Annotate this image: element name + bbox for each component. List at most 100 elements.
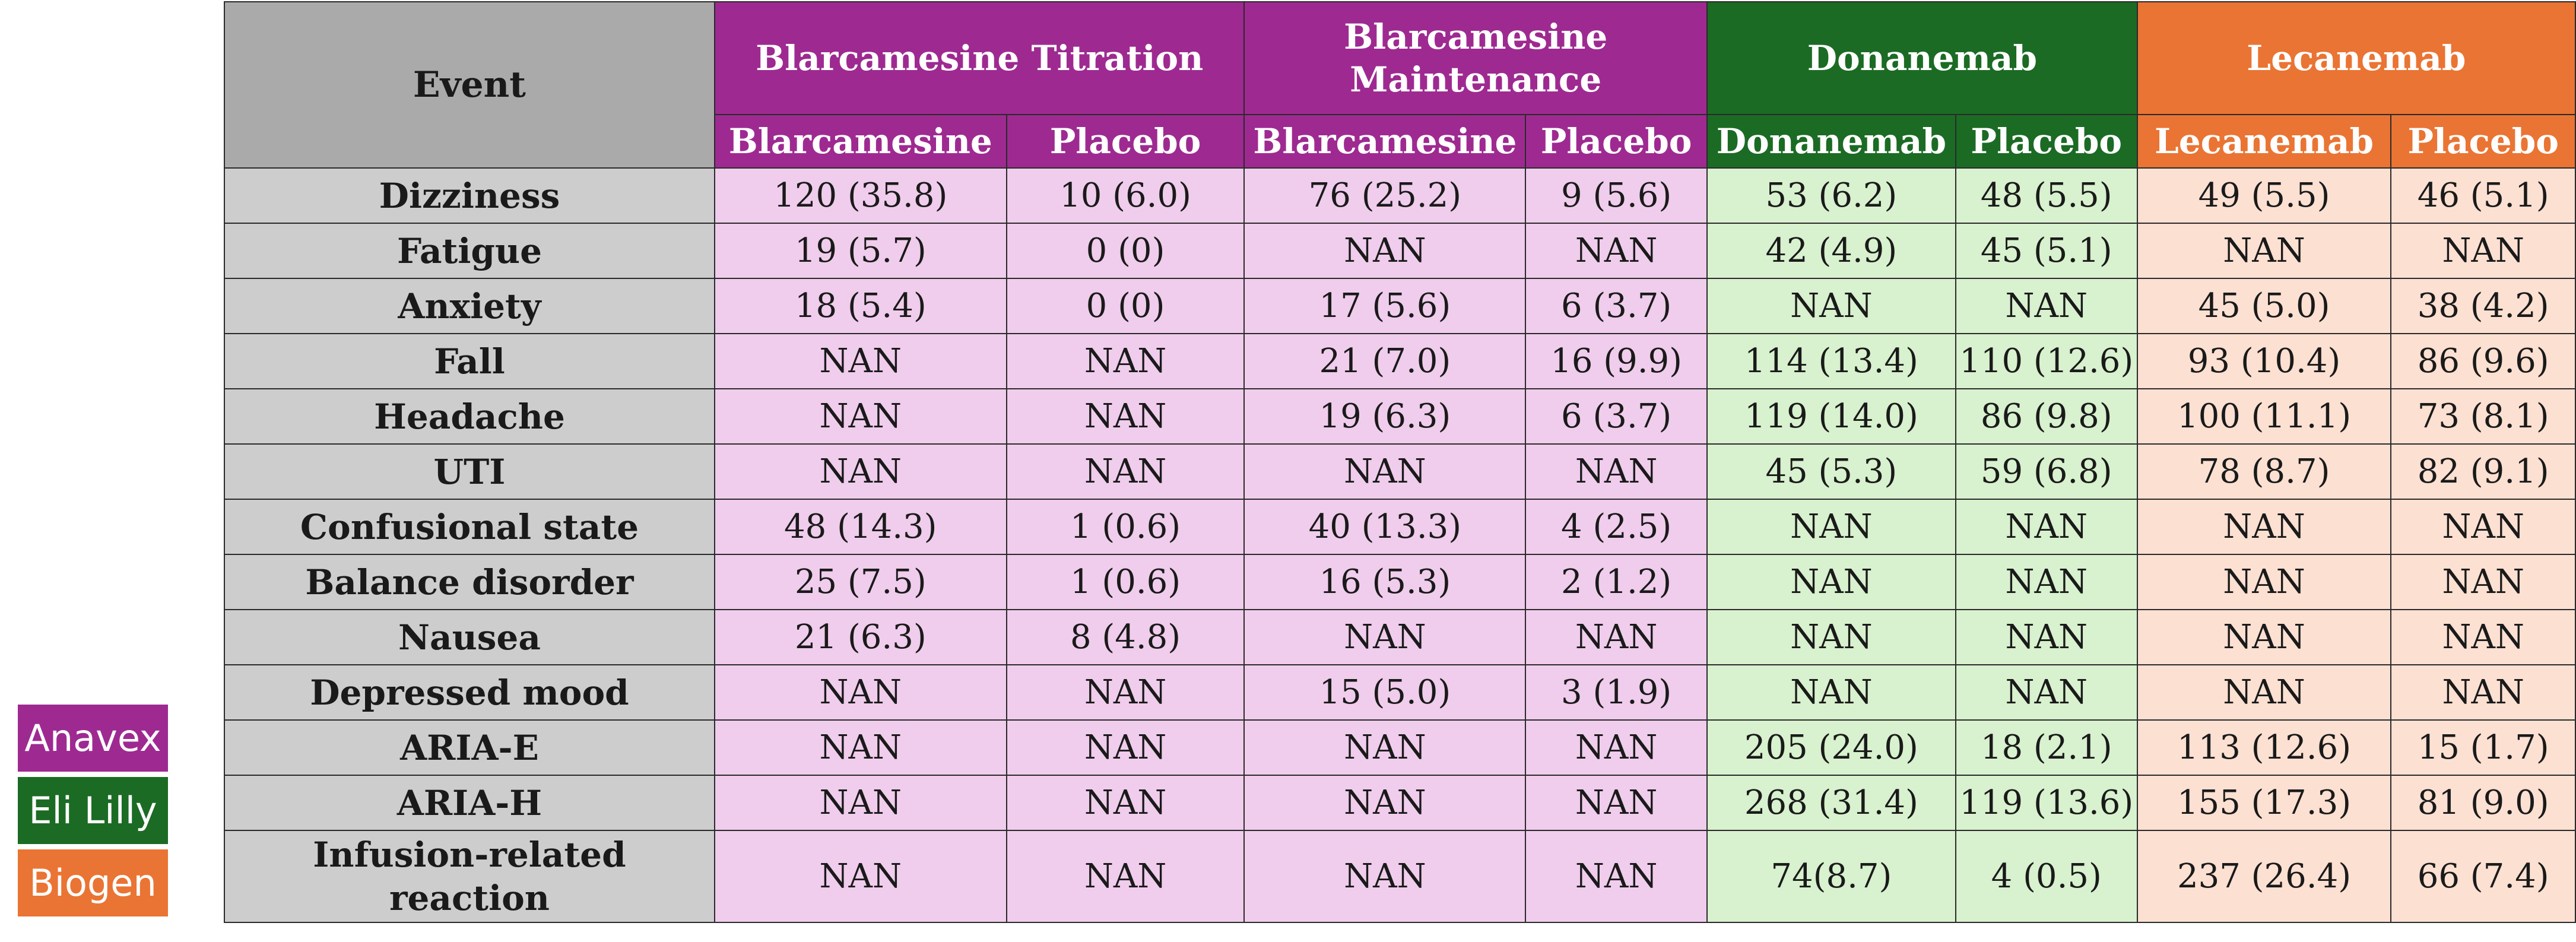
value-cell: NAN (2136, 609, 2392, 665)
table-row: Confusional state 48 (14.3) 1 (0.6) 40 (13.… (224, 499, 2576, 555)
legend-item: Biogen (18, 849, 168, 916)
value-cell: 3 (1.9) (1525, 664, 1708, 721)
value-cell: 42 (4.9) (1706, 223, 1956, 279)
value-cell: 19 (6.3) (1243, 388, 1527, 445)
value-cell: 18 (2.1) (1955, 719, 2138, 776)
value-cell: NAN (2136, 664, 2392, 721)
value-cell: 15 (1.7) (2390, 719, 2576, 776)
value-cell: NAN (713, 333, 1007, 389)
value-cell: NAN (1955, 278, 2138, 334)
event-cell: Fatigue (224, 223, 715, 279)
value-cell: NAN (2390, 664, 2576, 721)
value-cell: NAN (713, 775, 1007, 831)
event-cell: Nausea (224, 609, 715, 665)
value-cell: 38 (4.2) (2390, 278, 2576, 334)
value-cell: NAN (1955, 554, 2138, 610)
value-cell: NAN (1005, 775, 1245, 831)
arm-header-titration-drug: Blarcamesine (713, 114, 1007, 169)
value-cell: NAN (1955, 609, 2138, 665)
arm-header-lecanemab-placebo: Placebo (2390, 114, 2576, 169)
value-cell: 4 (2.5) (1525, 499, 1708, 555)
value-cell: 45 (5.0) (2136, 278, 2392, 334)
value-cell: 74(8.7) (1706, 830, 1956, 923)
value-cell: 4 (0.5) (1955, 830, 2138, 923)
value-cell: NAN (1525, 719, 1708, 776)
value-cell: 49 (5.5) (2136, 167, 2392, 224)
value-cell: 15 (5.0) (1243, 664, 1527, 721)
value-cell: 45 (5.1) (1955, 223, 2138, 279)
value-cell: 205 (24.0) (1706, 719, 1956, 776)
value-cell: NAN (713, 664, 1007, 721)
company-legend: Anavex Eli Lilly Biogen (18, 705, 169, 922)
event-cell: Confusional state (224, 499, 715, 555)
value-cell: 10 (6.0) (1005, 167, 1245, 224)
event-cell: Dizziness (224, 167, 715, 224)
value-cell: 73 (8.1) (2390, 388, 2576, 445)
value-cell: NAN (713, 719, 1007, 776)
value-cell: 113 (12.6) (2136, 719, 2392, 776)
value-cell: NAN (2136, 554, 2392, 610)
event-cell: Fall (224, 333, 715, 389)
value-cell: 120 (35.8) (713, 167, 1007, 224)
value-cell: NAN (2390, 554, 2576, 610)
value-cell: 46 (5.1) (2390, 167, 2576, 224)
table-body: Dizziness 120 (35.8) 10 (6.0) 76 (25.2) 9 (5… (224, 167, 2576, 923)
event-cell: Depressed mood (224, 664, 715, 721)
value-cell: 1 (0.6) (1005, 499, 1245, 555)
value-cell: NAN (713, 388, 1007, 445)
table-row: UTI NAN NAN NAN NAN 45 (5.3) 59 (6.8) 78 (8.7) 8… (224, 443, 2576, 500)
arm-header-row: Blarcamesine Placebo Blarcamesine Placeb… (224, 114, 2576, 169)
event-cell: ARIA-H (224, 775, 715, 831)
value-cell: 155 (17.3) (2136, 775, 2392, 831)
value-cell: NAN (1243, 830, 1527, 923)
value-cell: NAN (1243, 609, 1527, 665)
value-cell: NAN (1005, 719, 1245, 776)
value-cell: 0 (0) (1005, 223, 1245, 279)
value-cell: NAN (1243, 719, 1527, 776)
table-row: Nausea 21 (6.3) 8 (4.8) NAN NAN NAN NAN NAN NAN (224, 609, 2576, 665)
adverse-events-table: Event Blarcamesine Titration Blarcamesin… (224, 1, 2576, 923)
value-cell: 119 (14.0) (1706, 388, 1956, 445)
value-cell: 78 (8.7) (2136, 443, 2392, 500)
event-cell: Headache (224, 388, 715, 445)
value-cell: 86 (9.8) (1955, 388, 2138, 445)
value-cell: 16 (5.3) (1243, 554, 1527, 610)
value-cell: 21 (7.0) (1243, 333, 1527, 389)
value-cell: NAN (713, 830, 1007, 923)
value-cell: 18 (5.4) (713, 278, 1007, 334)
value-cell: 1 (0.6) (1005, 554, 1245, 610)
value-cell: 40 (13.3) (1243, 499, 1527, 555)
value-cell: 110 (12.6) (1955, 333, 2138, 389)
value-cell: 2 (1.2) (1525, 554, 1708, 610)
value-cell: NAN (2136, 223, 2392, 279)
value-cell: 76 (25.2) (1243, 167, 1527, 224)
value-cell: NAN (1706, 664, 1956, 721)
value-cell: NAN (1706, 554, 1956, 610)
table-row: ARIA-E NAN NAN NAN NAN 205 (24.0) 18 (2.1) 113 … (224, 719, 2576, 776)
legend-item: Anavex (18, 705, 168, 772)
value-cell: NAN (1005, 664, 1245, 721)
table-row: Fatigue 19 (5.7) 0 (0) NAN NAN 42 (4.9) 45 (5.… (224, 223, 2576, 279)
value-cell: NAN (1955, 664, 2138, 721)
arm-header-maintenance-placebo: Placebo (1525, 114, 1708, 169)
event-cell: Balance disorder (224, 554, 715, 610)
legend-item: Eli Lilly (18, 777, 168, 844)
value-cell: NAN (1706, 278, 1956, 334)
value-cell: 66 (7.4) (2390, 830, 2576, 923)
value-cell: NAN (1955, 499, 2138, 555)
value-cell: NAN (2390, 223, 2576, 279)
value-cell: NAN (2390, 499, 2576, 555)
group-header-blarcamesine-maintenance: Blarcamesine Maintenance (1243, 1, 1708, 115)
value-cell: NAN (1525, 830, 1708, 923)
table-row: Infusion-related reaction NAN NAN NAN NAN 74(… (224, 830, 2576, 923)
adverse-events-table-container: Event Blarcamesine Titration Blarcamesin… (224, 1, 2576, 923)
table-row: Dizziness 120 (35.8) 10 (6.0) 76 (25.2) 9 (5… (224, 167, 2576, 224)
arm-header-donanemab-placebo: Placebo (1955, 114, 2138, 169)
table-row: Anxiety 18 (5.4) 0 (0) 17 (5.6) 6 (3.7) NAN NA… (224, 278, 2576, 334)
value-cell: 6 (3.7) (1525, 278, 1708, 334)
value-cell: 82 (9.1) (2390, 443, 2576, 500)
value-cell: NAN (2136, 499, 2392, 555)
value-cell: NAN (1005, 443, 1245, 500)
value-cell: NAN (1243, 775, 1527, 831)
value-cell: 6 (3.7) (1525, 388, 1708, 445)
